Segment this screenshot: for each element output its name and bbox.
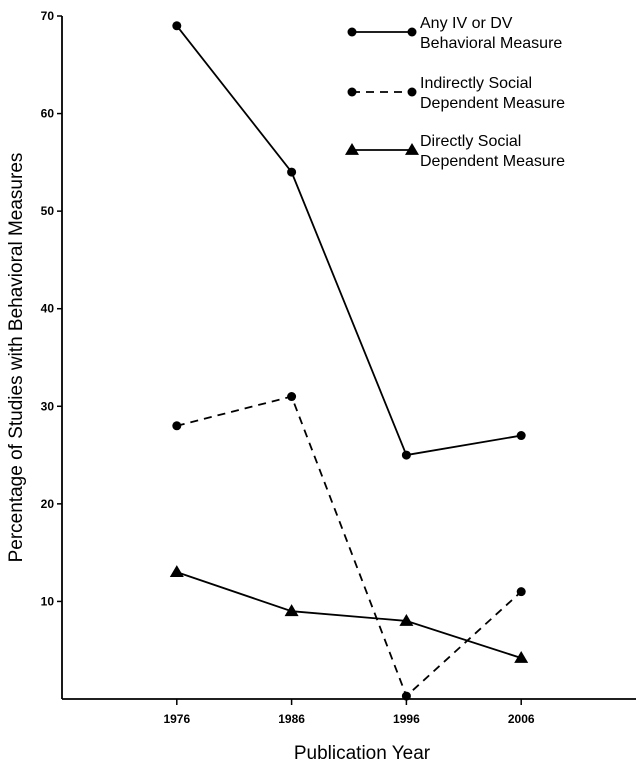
legend: Any IV or DV Behavioral Measure Indirectly…	[345, 15, 565, 170]
y-tick-label: 70	[41, 9, 55, 23]
y-tick-label: 20	[41, 497, 55, 511]
legend-label: Dependent Measure	[420, 95, 565, 112]
series-line	[176, 395, 522, 698]
legend-label: Directly Social	[420, 133, 521, 150]
data-point	[516, 431, 526, 441]
data-point	[401, 691, 411, 701]
legend-marker	[407, 87, 417, 97]
legend-marker	[347, 27, 357, 37]
y-axis-title: Percentage of Studies with Behavioral Me…	[6, 153, 27, 563]
legend-marker	[347, 87, 357, 97]
data-point	[516, 587, 526, 597]
data-point	[401, 450, 411, 460]
legend-label: Dependent Measure	[420, 153, 565, 170]
series-2	[172, 392, 526, 701]
data-point	[287, 392, 297, 402]
x-tick-label: 1996	[393, 712, 420, 726]
series-3	[169, 565, 529, 663]
data-point	[399, 613, 414, 626]
data-point	[172, 21, 182, 31]
data-point	[287, 167, 297, 177]
y-tick-label: 60	[41, 107, 55, 121]
data-point	[169, 565, 184, 578]
axes	[57, 15, 636, 705]
x-tick-label: 1986	[278, 712, 305, 726]
legend-label: Indirectly Social	[420, 75, 532, 92]
series-layer	[169, 21, 529, 701]
data-point	[172, 421, 182, 431]
legend-item-2: Indirectly Social Dependent Measure	[347, 75, 565, 112]
legend-label: Any IV or DV	[420, 15, 513, 32]
series-line	[176, 25, 522, 457]
data-point	[514, 651, 529, 663]
data-point	[284, 604, 299, 617]
legend-item-3: Directly Social Dependent Measure	[345, 133, 565, 170]
y-tick-label: 30	[41, 399, 55, 413]
legend-item-1: Any IV or DV Behavioral Measure	[347, 15, 562, 52]
series-line	[176, 571, 522, 659]
x-tick-label: 1976	[163, 712, 190, 726]
y-tick-label: 10	[41, 594, 55, 608]
legend-marker	[407, 27, 417, 37]
x-axis-title: Publication Year	[294, 743, 431, 764]
y-tick-label: 40	[41, 302, 55, 316]
tick-labels: 10 20 30 40 50 60 70 1976 1986 1996 2006	[41, 9, 535, 726]
legend-marker	[405, 143, 419, 155]
legend-label: Behavioral Measure	[420, 35, 562, 52]
legend-marker	[345, 143, 359, 155]
y-tick-label: 50	[41, 204, 55, 218]
series-1	[172, 21, 526, 460]
x-tick-label: 2006	[508, 712, 535, 726]
